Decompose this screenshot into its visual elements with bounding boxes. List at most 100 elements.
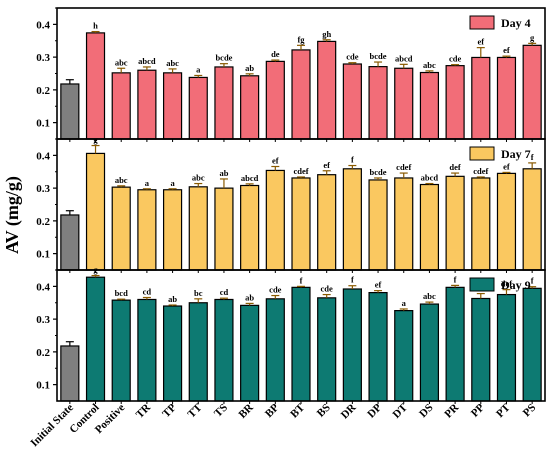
- bar-bs: [317, 297, 337, 402]
- significance-letter: a: [145, 178, 150, 188]
- y-tick-label: 0.3: [36, 52, 50, 64]
- significance-letter: abc: [423, 291, 436, 301]
- bar-ds: [419, 183, 440, 271]
- significance-letter: abcd: [138, 56, 156, 66]
- y-tick-label: 0.4: [36, 19, 50, 31]
- significance-letter: de: [271, 49, 280, 59]
- significance-letter: def: [449, 162, 461, 172]
- x-label-dr: DR: [339, 401, 359, 421]
- bar-pp: [471, 56, 491, 140]
- significance-letter: cde: [346, 52, 359, 62]
- significance-letter: cdef: [473, 166, 488, 176]
- bar-pp: [471, 177, 491, 271]
- panel-3: gbcdcdabbccdabcdefcdefefaabcfcdedeff0.10…: [36, 265, 546, 404]
- significance-letter: f: [531, 152, 534, 162]
- significance-letter: bcde: [370, 51, 387, 61]
- bar-positive: [111, 186, 131, 271]
- significance-letter: abc: [115, 175, 128, 185]
- significance-letter: h: [93, 21, 98, 31]
- significance-letter: bcde: [370, 167, 387, 177]
- bar-dt: [394, 177, 414, 271]
- significance-letter: bcd: [115, 288, 129, 298]
- bar-ps: [522, 168, 542, 271]
- significance-letter: abc: [166, 58, 179, 68]
- x-label-bt: BT: [288, 401, 307, 420]
- bar-ps: [522, 287, 542, 402]
- bar-initial-state: [60, 83, 80, 140]
- significance-letter: abc: [423, 60, 436, 70]
- bar-ds: [419, 303, 440, 402]
- y-tick-label: 0.3: [36, 314, 50, 326]
- bar-bt: [291, 177, 311, 271]
- bar-ps: [522, 44, 542, 140]
- bar-pr: [445, 286, 465, 402]
- y-tick-label: 0.1: [36, 118, 50, 130]
- significance-letter: f: [351, 275, 354, 285]
- significance-letter: bcde: [215, 53, 232, 63]
- bar-ds: [419, 71, 440, 140]
- significance-letter: ef: [503, 45, 510, 55]
- significance-letter: abcd: [241, 173, 259, 183]
- significance-letter: cdef: [396, 162, 411, 172]
- legend-label: Day 7: [501, 147, 531, 161]
- significance-letter: a: [196, 64, 201, 74]
- significance-letter: a: [402, 298, 407, 308]
- x-label-tr: TR: [134, 401, 154, 421]
- bar-pr: [445, 175, 465, 271]
- significance-letter: cd: [220, 287, 229, 297]
- significance-letter: ab: [168, 294, 177, 304]
- bar-ts: [214, 66, 234, 140]
- significance-letter: f: [454, 274, 457, 284]
- significance-letter: abcd: [421, 173, 439, 183]
- significance-letter: abc: [115, 57, 128, 67]
- significance-letter: a: [170, 178, 175, 188]
- significance-letter: f: [531, 276, 534, 286]
- y-tick-label: 0.2: [36, 347, 50, 359]
- bar-dp: [368, 179, 388, 271]
- bar-tr: [137, 189, 157, 271]
- y-tick-label: 0.2: [36, 216, 50, 228]
- bar-initial-state: [60, 345, 80, 402]
- bar-tt: [188, 302, 208, 402]
- significance-letter: cd: [143, 287, 152, 297]
- bar-control: [85, 32, 106, 140]
- bar-pp: [471, 297, 491, 402]
- significance-letter: ab: [219, 168, 228, 178]
- significance-letter: cde: [269, 285, 282, 295]
- x-label-tp: TP: [160, 401, 179, 420]
- bar-dr: [342, 168, 362, 271]
- significance-letter: cde: [321, 284, 334, 294]
- y-tick-label: 0.4: [36, 281, 50, 293]
- bar-initial-state: [60, 214, 80, 271]
- bar-control: [85, 152, 106, 271]
- bar-dr: [342, 63, 362, 140]
- x-label-pr: PR: [442, 401, 462, 421]
- legend-swatch: [469, 146, 495, 161]
- bar-positive: [111, 299, 131, 402]
- bar-pt: [496, 56, 517, 140]
- legend-swatch: [469, 277, 495, 292]
- bar-ts: [214, 298, 234, 402]
- y-tick-label: 0.4: [36, 150, 50, 162]
- significance-letter: def: [501, 279, 513, 289]
- bar-bp: [265, 60, 285, 140]
- significance-letter: ab: [245, 292, 254, 302]
- bar-bt: [291, 286, 311, 402]
- y-axis-label: AV (mg/g): [2, 176, 23, 254]
- x-label-tt: TT: [186, 401, 205, 420]
- bar-bs: [317, 174, 337, 271]
- x-label-ds: DS: [417, 402, 435, 420]
- significance-letter: ef: [272, 156, 279, 166]
- y-tick-label: 0.1: [36, 380, 50, 392]
- bar-br: [240, 184, 260, 271]
- significance-letter: ef: [375, 280, 382, 290]
- significance-letter: ef: [323, 160, 330, 170]
- x-label-bs: BS: [315, 402, 333, 420]
- bar-tr: [137, 69, 157, 140]
- bar-tt: [188, 76, 208, 140]
- bar-br: [240, 304, 260, 402]
- significance-letter: abc: [192, 173, 205, 183]
